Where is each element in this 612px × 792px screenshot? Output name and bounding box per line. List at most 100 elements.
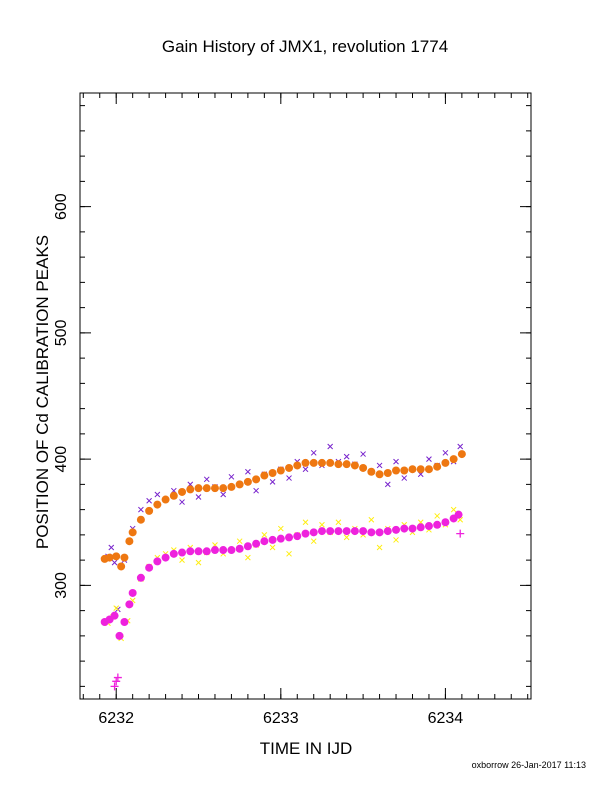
data-point (111, 559, 118, 566)
data-point (393, 537, 399, 543)
data-point (252, 539, 261, 548)
y-axis-label: POSITION OF Cd CALIBRATION PEAKS (33, 235, 52, 549)
data-point (360, 451, 366, 457)
x-tick-label: 6232 (98, 710, 134, 727)
data-point (392, 525, 401, 534)
data-point (269, 478, 276, 485)
data-point (326, 458, 335, 467)
data-point (219, 546, 228, 555)
data-point (260, 537, 269, 546)
data-point (286, 550, 292, 557)
data-point (120, 553, 129, 562)
series-4 (110, 529, 465, 691)
data-point (253, 487, 259, 494)
data-point (178, 487, 187, 496)
data-point (367, 528, 376, 537)
data-point (343, 453, 350, 460)
data-point (117, 562, 126, 571)
data-point (145, 563, 154, 572)
data-point (269, 544, 276, 551)
data-point (335, 519, 342, 526)
data-point (128, 588, 137, 597)
data-point (108, 544, 115, 551)
data-point (416, 465, 425, 474)
data-point (454, 510, 463, 519)
data-point (276, 466, 285, 475)
data-point (186, 547, 195, 556)
data-point (112, 552, 121, 561)
data-point (383, 527, 392, 536)
data-point (342, 460, 351, 469)
data-point (327, 443, 334, 450)
data-point (375, 470, 384, 479)
data-point (317, 458, 326, 467)
data-point (416, 523, 425, 532)
x-tick-label: 6234 (428, 710, 464, 727)
data-point (319, 521, 325, 528)
data-point (441, 518, 450, 527)
data-point (153, 500, 162, 509)
y-tick-label: 600 (53, 193, 70, 220)
data-point (153, 557, 162, 566)
data-point (433, 462, 442, 471)
data-point (457, 450, 466, 459)
plot-frame (79, 92, 532, 700)
data-point (342, 527, 351, 536)
data-point (368, 516, 375, 523)
data-point (202, 484, 211, 493)
data-point (112, 677, 121, 686)
data-point (125, 537, 134, 546)
data-point (301, 529, 310, 538)
data-point (194, 484, 203, 493)
data-point (145, 506, 154, 515)
data-point (350, 461, 359, 470)
data-point (161, 495, 170, 504)
data-point (276, 534, 285, 543)
data-point (161, 553, 170, 562)
data-point (195, 494, 202, 500)
data-point (115, 631, 124, 640)
data-point (268, 535, 277, 544)
data-point (400, 524, 409, 533)
data-point (310, 538, 317, 545)
data-point (210, 484, 219, 493)
data-point (457, 443, 464, 450)
data-point (359, 527, 368, 536)
data-point (178, 548, 187, 557)
data-point (450, 506, 457, 513)
data-point (309, 528, 318, 537)
data-point (285, 533, 294, 542)
data-point (334, 527, 343, 536)
x-axis-label: TIME IN IJD (260, 739, 353, 758)
data-point (228, 473, 235, 480)
data-point (434, 513, 441, 519)
data-point (243, 477, 252, 486)
data-point (392, 466, 401, 475)
data-point (408, 524, 417, 533)
y-tick-label: 400 (53, 446, 70, 473)
data-point (441, 458, 450, 467)
data-point (113, 673, 122, 682)
data-point (426, 456, 432, 462)
series-3 (100, 510, 463, 640)
data-point (245, 468, 251, 475)
data-point (235, 544, 244, 553)
data-point (110, 611, 119, 620)
data-point (401, 475, 408, 481)
data-point (169, 549, 178, 558)
data-point (252, 475, 261, 484)
data-point (309, 458, 318, 467)
data-point (285, 463, 294, 472)
data-point (195, 559, 202, 566)
data-point (293, 461, 302, 470)
data-point (227, 546, 236, 555)
data-point (442, 449, 449, 456)
y-tick-label: 500 (53, 319, 70, 346)
data-point (243, 542, 252, 551)
data-point (367, 467, 376, 476)
data-point (317, 527, 326, 536)
data-point (310, 449, 317, 456)
data-point (334, 460, 343, 469)
data-point (260, 471, 269, 480)
